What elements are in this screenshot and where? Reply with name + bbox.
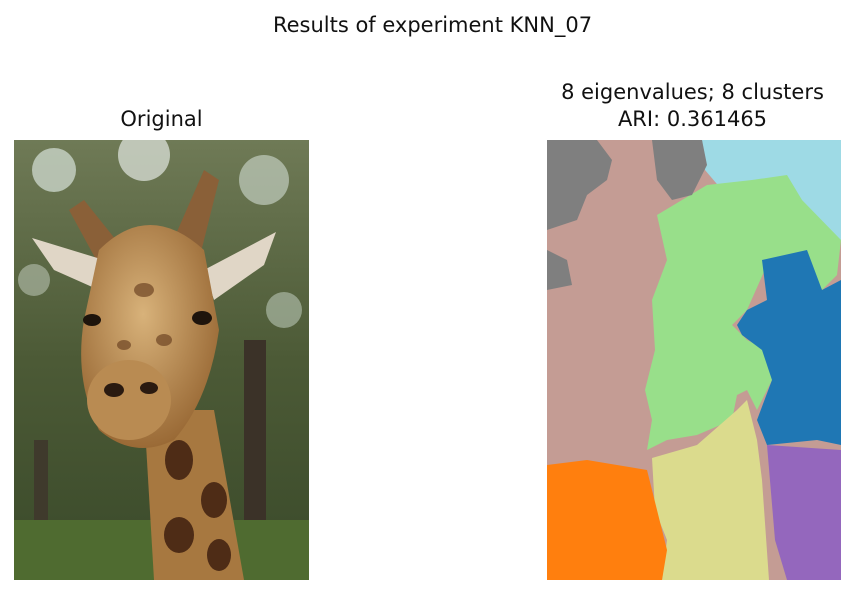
original-image	[14, 140, 309, 580]
ari-score-label: ARI: 0.361465	[617, 107, 768, 131]
cluster-segmentation	[547, 140, 841, 580]
giraffe-photo	[14, 140, 309, 580]
figure-suptitle: Results of experiment KNN_07	[272, 13, 593, 37]
original-image-title: Original	[120, 107, 203, 131]
segmentation-title: 8 eigenvalues; 8 clusters	[561, 80, 824, 104]
segmentation-map	[547, 140, 841, 580]
